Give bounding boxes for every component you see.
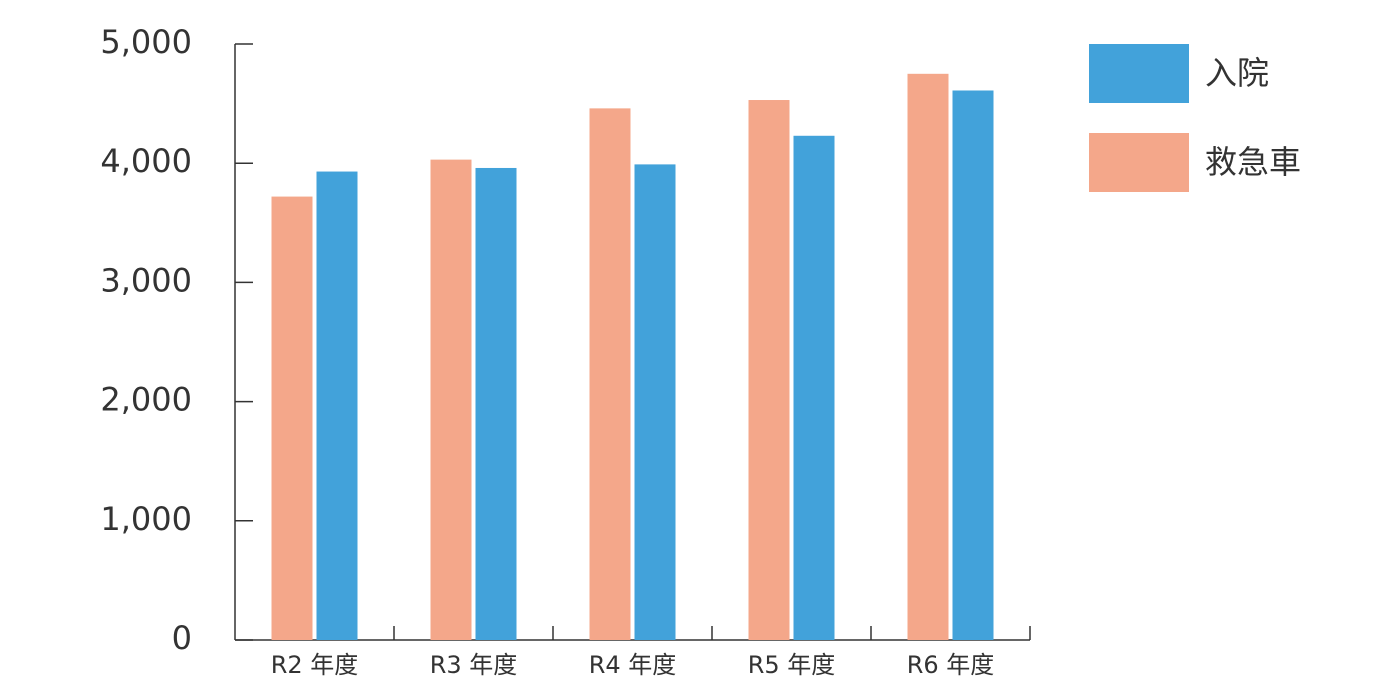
bar [316, 171, 358, 640]
y-tick-label: 5,000 [100, 23, 192, 61]
legend-label: 救急車 [1205, 143, 1301, 181]
bar [589, 108, 631, 641]
legend-swatch [1089, 133, 1189, 192]
y-tick-label: 4,000 [100, 142, 192, 180]
x-tick-label: R2 年度 [271, 651, 359, 679]
x-tick-label: R5 年度 [748, 651, 836, 679]
y-tick-label: 0 [172, 619, 192, 657]
bar [475, 167, 517, 640]
bar [793, 135, 835, 640]
bar [430, 159, 472, 640]
x-tick-label: R4 年度 [589, 651, 677, 679]
y-tick-label: 1,000 [100, 500, 192, 538]
bar [634, 164, 676, 640]
y-tick-label: 3,000 [100, 261, 192, 299]
bar [952, 90, 994, 641]
legend-label: 入院 [1205, 54, 1269, 92]
x-tick-label: R3 年度 [430, 651, 518, 679]
bar [271, 196, 313, 641]
bar [907, 73, 949, 641]
legend-swatch [1089, 44, 1189, 103]
y-tick-label: 2,000 [100, 381, 192, 419]
x-tick-label: R6 年度 [907, 651, 995, 679]
bar [748, 100, 790, 641]
